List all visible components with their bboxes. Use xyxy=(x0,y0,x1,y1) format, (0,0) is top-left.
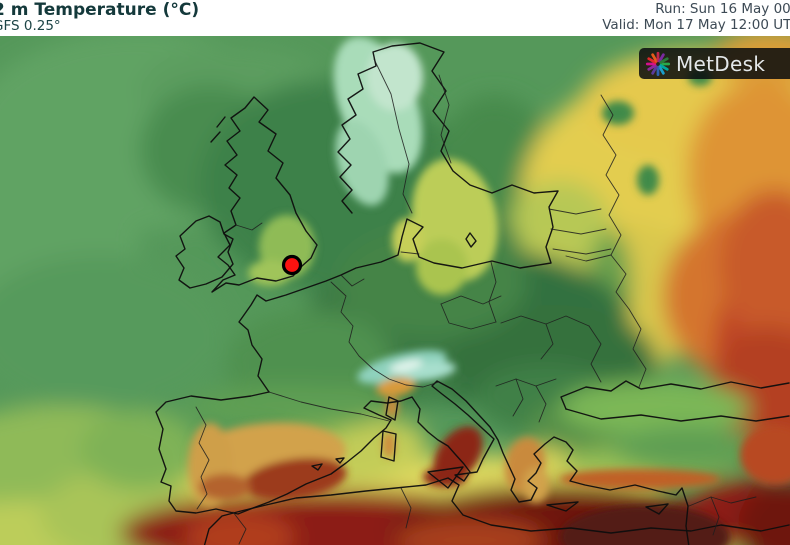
pinwheel-icon xyxy=(645,51,671,76)
page-title: 2 m Temperature (°C) xyxy=(0,0,200,20)
run-info: Run: Sun 16 May 00Z Valid: Mon 17 May 12… xyxy=(602,1,790,33)
valid-time-label: Valid: Mon 17 May 12:00 UTC xyxy=(602,17,790,33)
coastlines xyxy=(155,42,790,545)
model-label: GFS 0.25° xyxy=(0,18,61,34)
chart-header: 2 m Temperature (°C) GFS 0.25° Run: Sun … xyxy=(0,0,790,36)
logo-text: MetDesk xyxy=(676,51,766,76)
metdesk-logo[interactable]: MetDesk xyxy=(639,48,790,79)
country-borders xyxy=(195,58,757,545)
run-time-label: Run: Sun 16 May 00Z xyxy=(655,1,790,17)
temperature-map[interactable] xyxy=(0,33,790,545)
location-marker xyxy=(281,254,303,276)
europe-map-svg[interactable] xyxy=(0,35,790,545)
